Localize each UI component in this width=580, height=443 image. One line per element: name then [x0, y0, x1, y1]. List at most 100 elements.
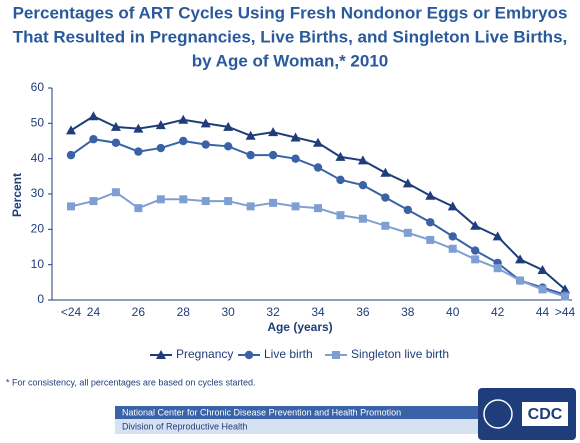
marker: [313, 163, 323, 172]
marker: [335, 151, 346, 161]
marker: [381, 193, 390, 202]
marker: [268, 150, 278, 160]
marker: [336, 211, 345, 220]
marker: [223, 142, 233, 151]
marker: [380, 167, 391, 177]
x-tick-label: 26: [132, 305, 146, 319]
marker: [447, 201, 458, 211]
x-tick-label: 40: [446, 305, 460, 319]
marker: [245, 130, 256, 140]
marker: [223, 121, 234, 131]
x-tick-label: 34: [311, 305, 325, 319]
y-tick-label: 60: [31, 80, 45, 94]
marker: [88, 111, 99, 121]
marker: [200, 118, 211, 128]
marker: [201, 197, 210, 206]
marker: [492, 231, 503, 241]
marker: [538, 285, 547, 294]
footer-center: National Center for Chronic Disease Prev…: [122, 407, 401, 417]
marker: [314, 204, 322, 213]
marker: [66, 150, 76, 160]
marker: [516, 276, 525, 285]
marker: [493, 264, 502, 273]
footer-band-top: [115, 406, 485, 419]
marker: [403, 205, 413, 215]
marker: [448, 232, 457, 241]
marker: [470, 220, 481, 230]
logo-badge: [522, 402, 568, 426]
marker: [89, 197, 98, 206]
marker: [425, 190, 436, 200]
marker: [67, 202, 75, 211]
legend-label: Singleton live birth: [351, 347, 449, 361]
marker: [471, 255, 480, 264]
x-tick-label: 36: [356, 305, 370, 319]
x-tick-label: 32: [266, 305, 280, 319]
marker: [381, 221, 390, 230]
marker: [357, 155, 368, 165]
chart-title: Percentages of ART Cycles Using Fresh No…: [13, 3, 568, 22]
y-tick-label: 20: [31, 222, 45, 236]
marker: [269, 198, 278, 207]
marker: [470, 246, 480, 255]
y-tick-label: 40: [31, 151, 45, 165]
marker: [537, 264, 548, 274]
marker: [133, 123, 144, 133]
marker: [403, 228, 412, 237]
marker: [111, 138, 121, 147]
x-tick-label: 38: [401, 305, 415, 319]
marker: [268, 127, 279, 137]
x-tick-label: 24: [87, 305, 101, 319]
marker: [246, 150, 255, 160]
legend-label: Pregnancy: [176, 347, 233, 361]
series-line: [70, 138, 566, 296]
y-tick-label: 50: [31, 116, 45, 130]
legend-label: Live birth: [264, 347, 313, 361]
marker: [66, 125, 76, 135]
marker: [426, 235, 435, 244]
marker: [201, 140, 210, 149]
marker: [291, 202, 300, 211]
footnote: * For consistency, all percentages are b…: [6, 377, 255, 387]
marker: [246, 202, 255, 211]
marker: [336, 175, 345, 185]
marker: [560, 284, 570, 294]
x-axis-title: Age (years): [267, 320, 332, 334]
marker: [134, 147, 143, 156]
marker: [291, 154, 300, 163]
marker: [426, 218, 435, 227]
marker: [155, 120, 166, 130]
chart-title: That Resulted in Pregnancies, Live Birth…: [13, 27, 568, 46]
marker: [561, 292, 569, 301]
marker: [111, 188, 120, 197]
marker: [179, 195, 188, 204]
chart-title: by Age of Woman,* 2010: [192, 51, 389, 70]
marker: [332, 351, 340, 359]
x-tick-label: <24: [61, 305, 82, 319]
marker: [134, 204, 143, 213]
marker: [224, 197, 233, 206]
marker: [290, 132, 301, 142]
marker: [313, 137, 323, 147]
marker: [179, 136, 188, 146]
y-tick-label: 10: [31, 257, 45, 271]
marker: [402, 178, 413, 188]
marker: [178, 114, 189, 124]
hhs-seal: [483, 399, 513, 429]
x-tick-label: 44: [536, 305, 550, 319]
marker: [156, 195, 165, 204]
footer-division: Division of Reproductive Health: [122, 421, 248, 431]
y-tick-label: 0: [37, 292, 44, 306]
x-tick-label: 30: [222, 305, 236, 319]
marker: [156, 143, 166, 153]
marker: [110, 121, 121, 131]
logo-text: CDC: [528, 406, 563, 423]
marker: [358, 214, 367, 223]
y-axis-title: Percent: [10, 173, 24, 217]
y-tick-label: 30: [31, 186, 45, 200]
marker: [448, 244, 457, 253]
marker: [244, 350, 254, 360]
marker: [156, 350, 166, 359]
marker: [515, 254, 526, 264]
